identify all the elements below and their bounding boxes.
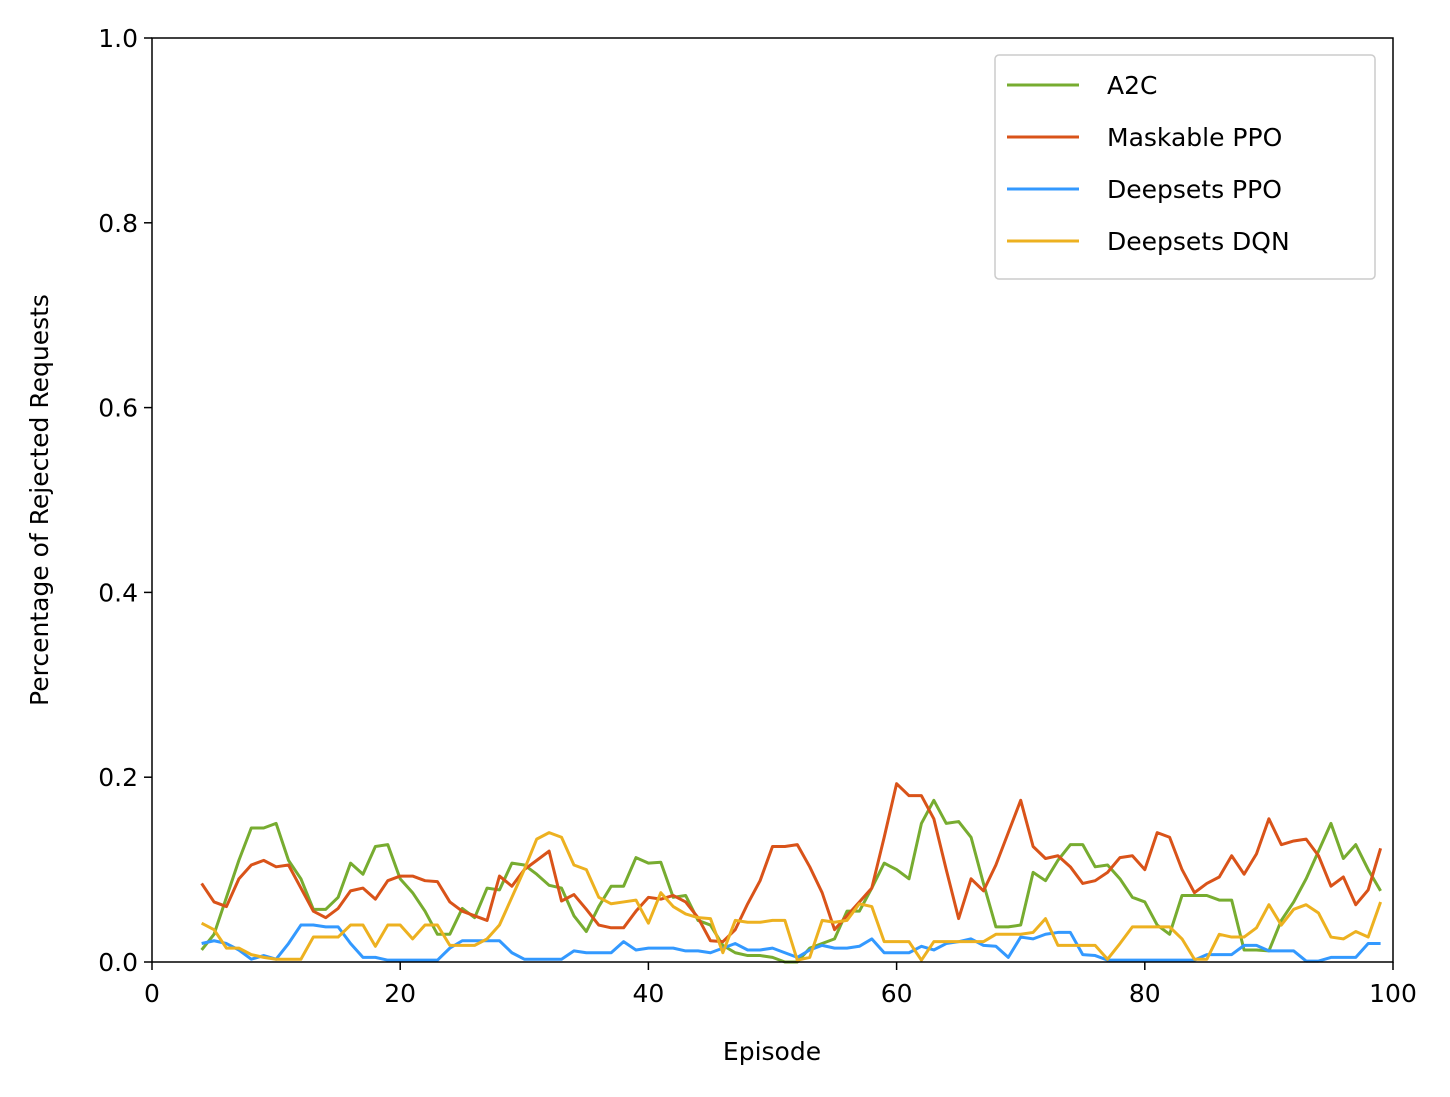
legend-label: Deepsets PPO <box>1107 175 1282 204</box>
series-line <box>200 831 1383 962</box>
x-tick-label: 80 <box>1129 979 1161 1008</box>
y-tick-label: 0.6 <box>98 394 138 423</box>
y-tick-label: 1.0 <box>98 24 138 53</box>
y-tick-label: 0.2 <box>98 763 138 792</box>
legend-label: Maskable PPO <box>1107 123 1282 152</box>
legend-label: A2C <box>1107 71 1157 100</box>
legend-label: Deepsets DQN <box>1107 227 1290 256</box>
legend-box <box>994 54 1376 280</box>
y-tick-label: 0.8 <box>98 209 138 238</box>
y-axis-label: Percentage of Rejected Requests <box>25 294 54 706</box>
y-tick-label: 0.0 <box>98 948 138 977</box>
x-tick-label: 0 <box>144 979 160 1008</box>
series-line <box>200 782 1383 944</box>
y-tick-label: 0.4 <box>98 578 138 607</box>
x-axis-label: Episode <box>723 1037 821 1066</box>
x-tick-label: 20 <box>384 979 416 1008</box>
x-tick-label: 60 <box>881 979 913 1008</box>
series-line <box>201 923 1381 963</box>
legend: A2C Maskable PPO Deepsets PPO Deepsets DQN <box>994 54 1376 280</box>
plot-frame <box>151 37 1394 963</box>
x-tick-label: 40 <box>632 979 664 1008</box>
x-tick-label: 100 <box>1369 979 1417 1008</box>
